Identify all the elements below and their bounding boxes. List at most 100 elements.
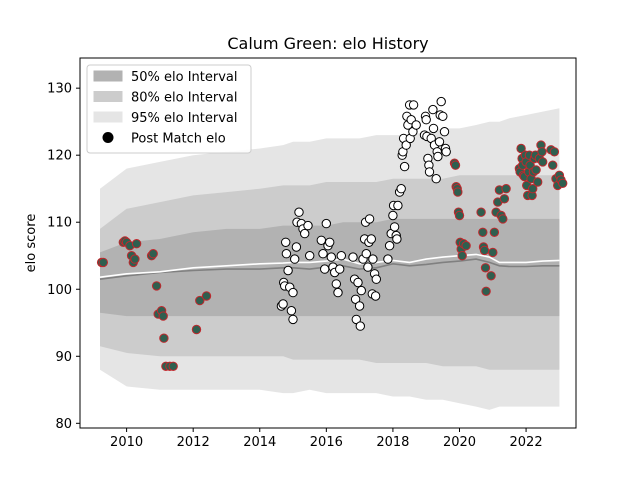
post-match-point-118	[438, 111, 448, 122]
y-axis-label: elo score	[24, 214, 39, 273]
post-match-point-141	[488, 247, 498, 258]
x-tick-label-2010: 2010	[110, 435, 143, 450]
post-match-point-121	[441, 147, 451, 157]
post-match-point-55	[336, 251, 346, 261]
post-match-point-177	[548, 160, 558, 170]
post-match-point-85	[393, 200, 403, 211]
post-match-point-56	[348, 252, 358, 262]
post-match-point-53	[333, 287, 343, 298]
post-match-point-72	[368, 254, 378, 264]
post-match-point-71	[366, 234, 376, 244]
post-match-point-21	[195, 295, 205, 306]
post-match-point-80	[388, 210, 398, 221]
x-tick-label-2022: 2022	[510, 435, 543, 450]
y-tick-label-90: 90	[55, 350, 72, 365]
post-match-point-33	[288, 287, 298, 298]
x-tick-label-2016: 2016	[310, 435, 343, 450]
y-tick-label-80: 80	[55, 417, 72, 432]
post-match-point-99	[408, 100, 419, 110]
post-match-point-103	[421, 115, 431, 125]
post-match-point-19	[168, 361, 178, 371]
post-match-point-62	[355, 321, 365, 331]
post-match-point-49	[326, 252, 336, 262]
post-match-point-138	[480, 263, 491, 273]
post-match-point-63	[356, 285, 366, 296]
post-match-point-152	[516, 143, 526, 154]
post-match-point-70	[364, 214, 375, 224]
post-match-point-41	[303, 220, 313, 231]
post-match-point-87	[396, 184, 406, 194]
post-match-point-137	[479, 245, 490, 256]
post-match-point-37	[294, 207, 304, 217]
post-match-point-78	[384, 241, 395, 251]
post-match-point-48	[325, 237, 335, 248]
post-match-point-171	[533, 177, 543, 187]
post-match-point-123	[450, 160, 461, 170]
post-match-point-32	[288, 314, 298, 325]
post-match-point-74	[371, 274, 381, 284]
post-match-point-77	[383, 254, 393, 264]
legend-marker-3	[102, 132, 114, 143]
post-match-point-76	[370, 291, 381, 301]
post-match-point-60	[353, 277, 363, 288]
post-match-point-54	[335, 264, 345, 274]
post-match-point-119	[439, 127, 450, 137]
legend-label-1: 80% elo Interval	[131, 91, 238, 106]
post-match-point-68	[363, 262, 373, 272]
y-tick-label-100: 100	[47, 283, 72, 298]
post-match-point-92	[401, 140, 411, 150]
post-match-point-148	[499, 194, 510, 204]
post-match-point-40	[300, 228, 310, 239]
post-match-point-46	[321, 218, 331, 229]
post-match-point-1	[98, 257, 109, 268]
post-match-point-16	[159, 333, 169, 343]
post-match-point-149	[501, 184, 511, 194]
post-match-point-67	[361, 249, 371, 259]
post-match-point-115	[434, 137, 445, 147]
post-match-point-15	[158, 311, 168, 321]
post-match-point-20	[191, 324, 202, 335]
post-match-point-82	[389, 222, 400, 232]
post-match-point-140	[486, 271, 496, 281]
mean-elo-line	[99, 253, 560, 278]
post-match-point-12	[151, 281, 162, 291]
post-match-point-134	[476, 207, 486, 217]
post-match-point-61	[354, 301, 365, 311]
post-match-point-91	[399, 161, 410, 172]
x-tick-label-2020: 2020	[443, 435, 476, 450]
post-match-point-58	[350, 294, 361, 304]
y-tick-label-110: 110	[47, 216, 72, 231]
post-match-point-174	[537, 147, 547, 157]
post-match-point-8	[130, 254, 140, 264]
post-match-point-110	[428, 123, 439, 134]
post-match-point-142	[489, 227, 500, 238]
post-match-point-29	[283, 265, 293, 276]
y-tick-label-130: 130	[47, 82, 72, 97]
post-match-point-42	[305, 251, 315, 261]
legend-box	[86, 64, 252, 154]
post-match-point-183	[558, 178, 568, 189]
post-match-point-31	[286, 306, 297, 316]
legend: 50% elo Interval 80% elo Interval 95% elo …	[86, 64, 252, 154]
post-match-point-166	[528, 184, 538, 194]
post-match-point-117	[436, 96, 446, 107]
post-match-point-170	[531, 165, 541, 175]
post-match-point-24	[278, 299, 288, 309]
legend-label-3: Post Match elo	[131, 132, 226, 147]
x-tick-label-2018: 2018	[376, 435, 409, 450]
post-match-point-22	[201, 291, 212, 301]
y-axis: 80 90 100 110 120 130	[47, 82, 80, 432]
x-axis: 2010 2012 2014 2016 2018 2020 2022	[110, 428, 543, 450]
post-match-point-11	[148, 249, 158, 259]
post-match-point-128	[454, 210, 465, 221]
post-match-point-28	[281, 249, 292, 259]
plot-frame	[79, 57, 577, 429]
post-match-point-126	[453, 187, 463, 197]
legend-swatch-1	[93, 91, 123, 102]
post-match-point-133	[461, 241, 471, 251]
post-match-point-135	[478, 227, 488, 238]
post-match-point-109	[428, 104, 438, 115]
post-match-point-175	[538, 157, 548, 167]
median-elo-line	[99, 258, 560, 280]
